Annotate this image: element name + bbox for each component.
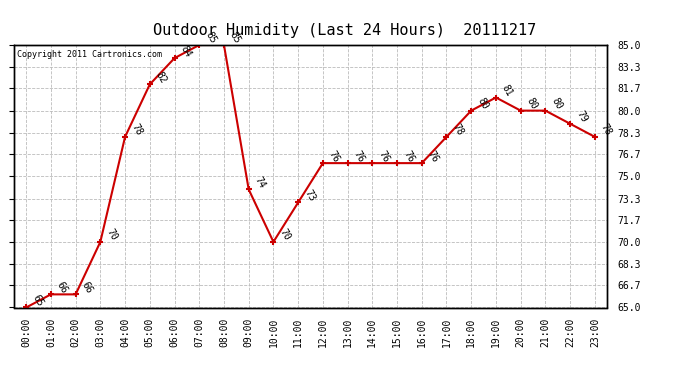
Text: 66: 66	[80, 280, 95, 295]
Text: 84: 84	[179, 44, 193, 59]
Text: 76: 76	[377, 148, 391, 164]
Text: 66: 66	[55, 280, 70, 295]
Text: 80: 80	[549, 96, 564, 111]
Text: 70: 70	[104, 227, 119, 243]
Text: 79: 79	[574, 109, 589, 124]
Text: 76: 76	[426, 148, 440, 164]
Text: 78: 78	[599, 122, 613, 138]
Text: 76: 76	[352, 148, 366, 164]
Text: 76: 76	[401, 148, 416, 164]
Text: 65: 65	[30, 293, 45, 308]
Text: 76: 76	[327, 148, 342, 164]
Text: 85: 85	[228, 30, 243, 46]
Text: 70: 70	[277, 227, 292, 243]
Text: 82: 82	[154, 70, 168, 85]
Text: 74: 74	[253, 175, 268, 190]
Text: 78: 78	[451, 122, 465, 138]
Text: Copyright 2011 Cartronics.com: Copyright 2011 Cartronics.com	[17, 50, 161, 59]
Text: Outdoor Humidity (Last 24 Hours)  20111217: Outdoor Humidity (Last 24 Hours) 2011121…	[153, 22, 537, 38]
Text: 80: 80	[475, 96, 490, 111]
Text: 81: 81	[500, 83, 515, 98]
Text: 80: 80	[525, 96, 540, 111]
Text: 85: 85	[204, 30, 218, 46]
Text: 78: 78	[129, 122, 144, 138]
Text: 73: 73	[302, 188, 317, 203]
